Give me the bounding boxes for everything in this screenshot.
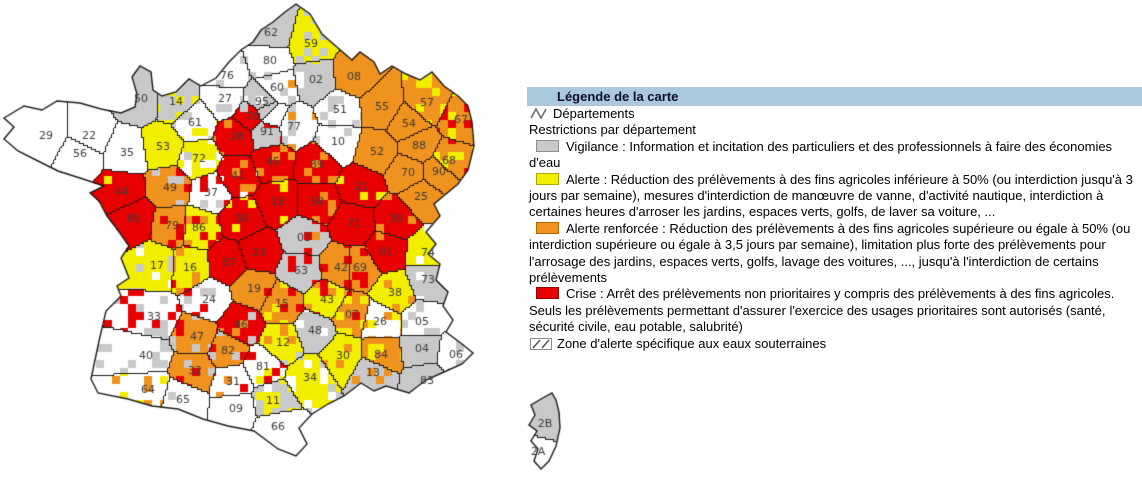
- legend-item-crise: Crise : Arrêt des prélèvements non prior…: [527, 286, 1142, 335]
- legend-item-alerte: Alerte : Réduction des prélèvements à de…: [527, 172, 1142, 221]
- legend-title-bar: Légende de la carte: [527, 87, 1142, 106]
- france-departments-drought-map[interactable]: [0, 0, 580, 500]
- alerte-renforcee-swatch: [536, 221, 559, 234]
- alerte-swatch: [536, 172, 559, 185]
- vigilance-text: Vigilance : Information et incitation de…: [529, 138, 1113, 171]
- alerte-renforcee-text: Alerte renforcée : Réduction des prélève…: [529, 220, 1131, 286]
- zone-alerte-text: Zone d'alerte spécifique aux eaux souter…: [557, 335, 827, 351]
- legend-item-zone-alerte: Zone d'alerte spécifique aux eaux souter…: [527, 336, 1142, 352]
- legend-title: Légende de la carte: [557, 89, 679, 104]
- map-legend: Légende de la carte Départements Restric…: [527, 87, 1142, 352]
- legend-item-vigilance: Vigilance : Information et incitation de…: [527, 139, 1142, 172]
- legend-restrictions-heading: Restrictions par département: [529, 122, 696, 138]
- groundwater-hatch-swatch: [530, 337, 552, 350]
- departements-line-icon: [530, 107, 547, 120]
- legend-departements-label: Départements: [553, 106, 635, 121]
- crise-swatch: [536, 287, 559, 300]
- legend-item-alerte-renforcee: Alerte renforcée : Réduction des prélève…: [527, 221, 1142, 287]
- vigilance-swatch: [536, 139, 559, 152]
- crise-text: Crise : Arrêt des prélèvements non prior…: [529, 286, 1115, 335]
- legend-departements-row: Départements: [527, 106, 1142, 122]
- alerte-text: Alerte : Réduction des prélèvements à de…: [529, 171, 1133, 220]
